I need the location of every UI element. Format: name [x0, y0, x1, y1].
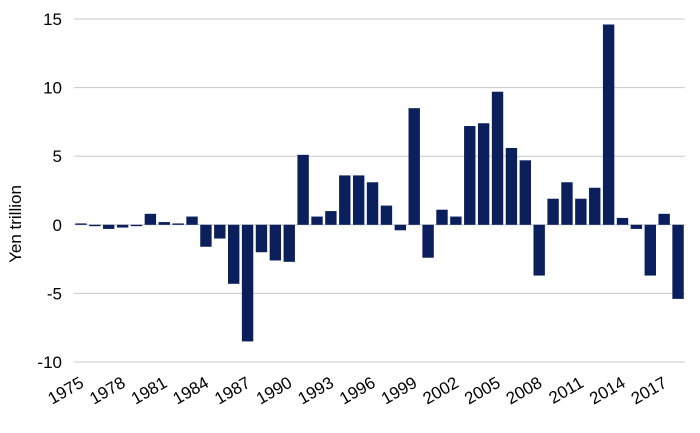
bar [103, 224, 115, 229]
y-tick-label: 0 [53, 216, 62, 235]
x-tick-label: 1996 [336, 373, 378, 408]
bar [311, 216, 323, 225]
bar [616, 217, 629, 225]
bar [630, 224, 643, 229]
bar [477, 123, 490, 225]
y-axis-label: Yen trillion [6, 185, 25, 263]
bar [658, 213, 670, 225]
bar [366, 182, 379, 225]
bar [561, 182, 573, 225]
x-tick-label: 1975 [45, 373, 87, 408]
bar [505, 147, 518, 225]
bar [130, 224, 143, 227]
bar [255, 224, 268, 253]
bar [297, 154, 309, 225]
x-tick-label: 1984 [170, 373, 212, 408]
bar [339, 175, 351, 225]
bar [172, 223, 184, 225]
x-tick-label: 2011 [546, 373, 587, 408]
y-tick-label: -5 [47, 284, 62, 303]
bar [241, 224, 254, 342]
y-tick-label: 15 [43, 10, 62, 29]
x-tick-label: 2008 [503, 373, 545, 408]
y-tick-label: 10 [43, 79, 62, 98]
x-tick-label: 1999 [378, 373, 420, 408]
y-axis-tick-labels: -10 -5 0 5 10 15 [37, 10, 62, 372]
bar [394, 224, 407, 231]
grid-lines [74, 18, 685, 363]
bar [672, 224, 684, 299]
bar [158, 222, 170, 225]
bar [464, 126, 476, 225]
bar [602, 24, 615, 225]
bar [75, 223, 87, 225]
bar [214, 224, 226, 239]
x-tick-label: 2017 [628, 373, 670, 408]
x-tick-label: 2014 [586, 373, 628, 408]
x-tick-label: 2005 [461, 373, 503, 408]
x-tick-label: 1987 [211, 373, 253, 408]
y-tick-label: -10 [37, 353, 62, 372]
bar [186, 216, 198, 225]
bar [408, 108, 420, 225]
bar [547, 198, 559, 225]
bar [380, 205, 393, 225]
bar [116, 224, 129, 228]
y-tick-label: 5 [53, 147, 62, 166]
x-tick-label: 2002 [420, 373, 462, 408]
bar [325, 211, 337, 225]
x-tick-label: 1993 [295, 373, 337, 408]
bar [533, 224, 545, 276]
bar [200, 224, 212, 247]
bar [283, 224, 295, 262]
x-tick-label: 1978 [86, 373, 128, 408]
bar [589, 187, 601, 225]
bar [228, 224, 240, 284]
bar-series [75, 24, 684, 342]
bar [519, 160, 531, 225]
x-tick-label: 1981 [128, 373, 170, 408]
bar [422, 224, 434, 258]
bar [144, 213, 157, 225]
bar [644, 224, 656, 276]
x-tick-label: 1990 [253, 373, 295, 408]
bar [575, 198, 587, 225]
bar [491, 91, 504, 225]
x-axis-tick-labels: 1975 1978 1981 1984 1987 1990 1993 1996 1999 2002… [45, 373, 670, 408]
bar [450, 216, 462, 225]
bar [269, 224, 282, 261]
bar [352, 175, 365, 225]
bar [89, 224, 101, 227]
bar [436, 209, 448, 225]
